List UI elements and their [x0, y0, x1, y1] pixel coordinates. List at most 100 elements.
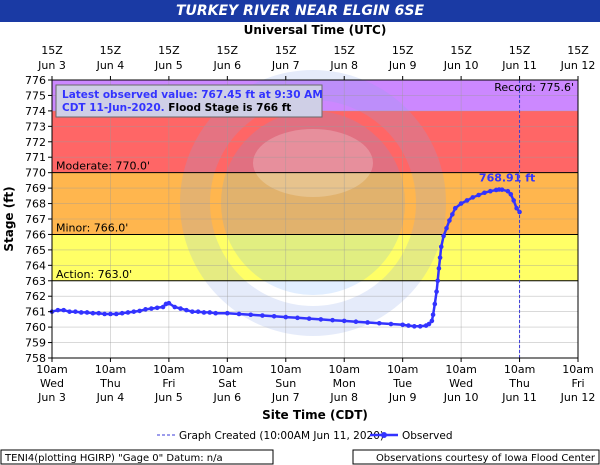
observed-point	[149, 306, 154, 311]
y-tick-label: 758	[25, 352, 46, 365]
observed-point	[143, 307, 148, 312]
observed-point	[119, 310, 125, 316]
noaa-gull-icon	[253, 129, 373, 197]
observed-point	[67, 309, 72, 314]
observed-point	[434, 289, 439, 294]
x-tick-day: Mon	[333, 377, 356, 390]
x-tick-time: 10am	[212, 363, 243, 376]
threshold-label: Moderate: 770.0'	[56, 160, 150, 173]
top-tick-time: 15Z	[275, 44, 297, 57]
observed-point	[488, 188, 493, 194]
observed-point	[154, 305, 160, 311]
y-tick-label: 767	[25, 213, 46, 226]
observed-point	[283, 314, 289, 320]
observed-point	[435, 278, 441, 284]
observed-point	[438, 244, 444, 250]
info-date-flood: CDT 11-Jun-2020. Flood Stage is 766 ft	[62, 102, 291, 114]
top-tick-time: 15Z	[158, 44, 180, 57]
observed-point	[406, 323, 411, 328]
observed-point	[78, 310, 84, 315]
x-tick-time: 10am	[270, 363, 301, 376]
observed-point	[464, 198, 470, 203]
x-tick-date: Jun 3	[37, 391, 66, 404]
y-tick-label: 776	[25, 74, 46, 87]
footer-datum: TENI4(plotting HGIRP) "Gage 0" Datum: n/…	[4, 453, 223, 464]
observed-point	[505, 188, 511, 194]
observed-point	[90, 310, 96, 316]
observed-point	[341, 318, 347, 324]
observed-point	[195, 309, 201, 314]
observed-point	[400, 322, 405, 328]
y-tick-label: 769	[25, 182, 46, 195]
top-tick-date: Jun 7	[271, 59, 300, 72]
x-tick-time: 10am	[445, 363, 476, 376]
y-tick-label: 775	[25, 89, 46, 102]
observed-point	[96, 310, 102, 316]
top-axis-title: Universal Time (UTC)	[244, 23, 387, 37]
x-tick-date: Jun 4	[96, 391, 125, 404]
x-tick-day: Thu	[99, 377, 121, 390]
info-date: CDT 11-Jun-2020.	[62, 102, 168, 114]
top-tick-date: Jun 8	[329, 59, 358, 72]
x-tick-day: Tue	[392, 377, 412, 390]
top-tick-time: 15Z	[100, 44, 122, 57]
observed-point	[225, 310, 230, 316]
x-tick-day: Wed	[449, 377, 473, 390]
peak-label: 768.91 ft	[479, 172, 535, 185]
x-axis-title: Site Time (CDT)	[262, 408, 368, 422]
x-tick-time: 10am	[328, 363, 359, 376]
stage-band	[52, 234, 578, 281]
y-tick-label: 768	[25, 198, 46, 211]
observed-point	[201, 310, 207, 315]
observed-point	[330, 317, 335, 323]
observed-point	[514, 205, 519, 211]
observed-point	[248, 312, 254, 318]
legend-graph-created-label: Graph Created (10:00AM Jun 11, 2020)	[179, 430, 384, 442]
observed-point	[61, 307, 66, 313]
observed-point	[432, 301, 438, 307]
x-tick-date: Jun 9	[388, 391, 417, 404]
y-tick-label: 762	[25, 290, 46, 303]
threshold-label: Action: 763.0'	[56, 268, 132, 281]
y-tick-label: 763	[25, 275, 46, 288]
observed-point	[508, 191, 514, 197]
observed-point	[458, 201, 464, 206]
observed-point	[236, 311, 242, 317]
observed-point	[476, 192, 481, 198]
info-flood-stage: Flood Stage is 766 ft	[168, 102, 291, 114]
observed-point	[108, 311, 113, 317]
observed-point	[172, 304, 178, 310]
observed-point	[73, 309, 78, 314]
x-tick-time: 10am	[36, 363, 67, 376]
observed-point	[388, 321, 394, 327]
y-tick-label: 760	[25, 321, 46, 334]
observed-point	[470, 195, 476, 200]
y-tick-label: 766	[25, 228, 46, 241]
top-tick-time: 15Z	[509, 44, 531, 57]
y-tick-label: 761	[25, 306, 46, 319]
top-tick-date: Jun 6	[212, 59, 241, 72]
x-tick-day: Sun	[275, 377, 296, 390]
x-tick-date: Jun 11	[501, 391, 537, 404]
x-tick-time: 10am	[387, 363, 418, 376]
observed-point	[184, 307, 189, 313]
x-tick-time: 10am	[504, 363, 535, 376]
observed-point	[160, 304, 166, 310]
observed-point	[365, 320, 370, 325]
observed-point	[271, 314, 277, 319]
x-tick-date: Jun 8	[329, 391, 358, 404]
footer-right-box	[352, 449, 600, 465]
x-tick-date: Jun 7	[271, 391, 300, 404]
x-tick-date: Jun 5	[154, 391, 183, 404]
observed-point	[295, 315, 300, 321]
observed-point	[437, 255, 443, 260]
observed-point	[207, 310, 213, 315]
observed-point	[517, 209, 522, 215]
observed-point	[436, 266, 442, 271]
legend-observed-marker	[381, 432, 387, 438]
observed-point	[452, 205, 458, 211]
top-tick-time: 15Z	[41, 44, 63, 57]
legend-observed-label: Observed	[402, 430, 453, 442]
